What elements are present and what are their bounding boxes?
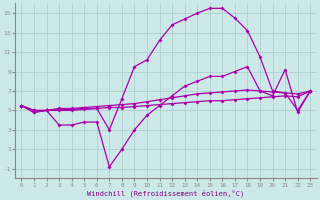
X-axis label: Windchill (Refroidissement éolien,°C): Windchill (Refroidissement éolien,°C) bbox=[87, 189, 244, 197]
